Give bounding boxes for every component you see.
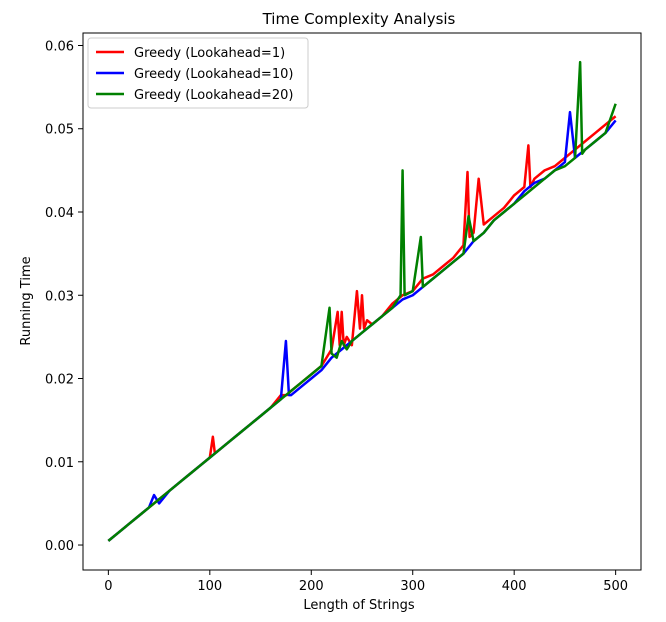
x-axis: 0 100 200 300 400 500 (104, 570, 628, 594)
legend-label-1: Greedy (Lookahead=1) (134, 46, 285, 61)
y-tick-label: 0.01 (45, 456, 74, 471)
legend: Greedy (Lookahead=1) Greedy (Lookahead=10… (87, 37, 309, 109)
y-tick-label: 0.00 (45, 539, 74, 554)
y-axis: 0.00 0.01 0.02 0.03 0.04 0.05 0.06 (45, 39, 83, 554)
plot-frame (82, 32, 642, 571)
x-tick-label: 300 (400, 579, 425, 594)
y-axis-title: Running Time (19, 256, 34, 345)
x-axis-title: Length of Strings (303, 598, 414, 613)
y-tick-label: 0.02 (45, 373, 74, 388)
legend-box (87, 37, 309, 109)
x-tick-label: 500 (603, 579, 628, 594)
x-tick-label: 100 (197, 579, 222, 594)
x-tick-label: 400 (502, 579, 527, 594)
x-tick-label: 0 (104, 579, 112, 594)
y-tick-label: 0.03 (45, 289, 74, 304)
y-tick-label: 0.04 (45, 206, 74, 221)
chart-title: Time Complexity Analysis (262, 10, 456, 28)
y-tick-label: 0.06 (45, 39, 74, 54)
y-tick-label: 0.05 (45, 123, 74, 138)
series-line-3 (107, 60, 617, 542)
series-line-1 (107, 115, 617, 542)
x-tick-label: 200 (299, 579, 324, 594)
legend-label-2: Greedy (Lookahead=10) (134, 67, 293, 82)
series-layer (107, 60, 617, 542)
legend-label-3: Greedy (Lookahead=20) (134, 88, 293, 103)
